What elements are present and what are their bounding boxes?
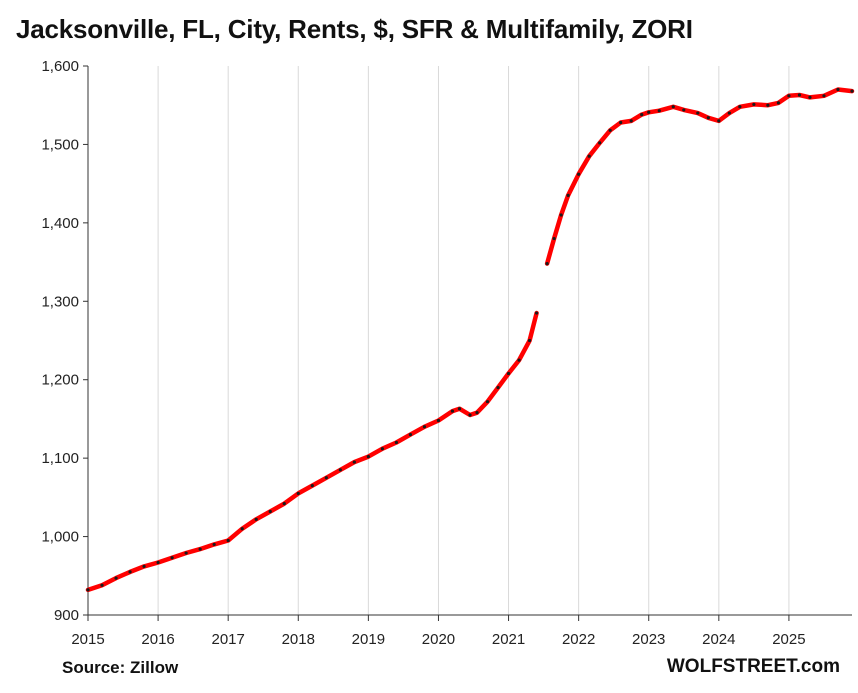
data-point	[640, 113, 644, 117]
data-point	[310, 483, 314, 488]
data-point	[545, 262, 549, 266]
y-tick-label: 900	[54, 607, 79, 624]
data-point	[198, 547, 202, 551]
axes	[87, 66, 852, 616]
data-point	[296, 491, 300, 496]
series-group	[85, 87, 855, 593]
data-point	[727, 111, 731, 115]
data-point	[808, 95, 812, 99]
data-point	[552, 236, 556, 241]
data-point	[787, 94, 791, 98]
brand-logo-text: WOLFSTREET.com	[666, 656, 840, 677]
gridlines	[157, 66, 790, 615]
data-point	[559, 213, 563, 217]
data-point	[506, 371, 511, 376]
data-point	[394, 440, 399, 445]
source-note: Source: Zillow	[62, 658, 179, 677]
x-tick-label: 2021	[492, 631, 525, 648]
data-point	[240, 527, 244, 531]
data-point	[566, 193, 570, 198]
series-line	[544, 87, 855, 266]
data-point	[485, 400, 490, 404]
data-point	[100, 583, 104, 587]
data-point	[517, 358, 521, 362]
chart-title: Jacksonville, FL, City, Rents, $, SFR & …	[16, 14, 693, 44]
y-tick-label: 1,400	[41, 215, 79, 232]
data-point	[338, 468, 342, 472]
y-tick-label: 1,000	[41, 529, 79, 546]
data-point	[282, 502, 286, 506]
data-point	[752, 102, 756, 107]
x-tick-label: 2020	[422, 631, 455, 648]
data-point	[776, 101, 781, 105]
x-tick-label: 2016	[141, 631, 174, 648]
data-point	[527, 338, 532, 343]
data-point	[184, 551, 188, 555]
x-tick-label: 2015	[71, 631, 104, 648]
data-point	[577, 172, 581, 176]
data-point	[706, 116, 710, 120]
data-point	[836, 87, 840, 92]
data-point	[647, 110, 651, 114]
data-point	[324, 476, 328, 480]
series-line	[85, 310, 539, 593]
data-point	[380, 447, 384, 451]
data-point	[352, 460, 356, 464]
data-point	[717, 119, 721, 123]
data-point	[128, 570, 132, 574]
data-point	[408, 433, 413, 437]
y-tick-label: 1,600	[41, 58, 79, 75]
data-point	[212, 542, 216, 547]
data-point	[450, 409, 455, 413]
data-point	[797, 93, 802, 97]
data-point	[598, 141, 602, 145]
x-tick-label: 2023	[632, 631, 665, 648]
data-point	[457, 407, 462, 411]
x-tick-label: 2019	[352, 631, 385, 648]
data-point	[422, 425, 427, 429]
x-axis-ticks: 2015 2016 2017 2018 2019 2020 2021 2022 2023 2024…	[71, 615, 806, 648]
data-point	[86, 588, 90, 592]
series-segment	[544, 87, 855, 266]
data-point	[254, 517, 258, 521]
data-point	[766, 103, 770, 107]
data-point	[738, 105, 742, 109]
data-point	[170, 556, 174, 560]
x-tick-label: 2018	[282, 631, 315, 648]
y-tick-label: 1,300	[41, 293, 79, 310]
data-point	[366, 454, 370, 459]
data-point	[587, 154, 591, 158]
x-tick-label: 2024	[702, 631, 735, 648]
x-tick-label: 2025	[772, 631, 805, 648]
data-point	[226, 538, 230, 543]
data-point	[682, 108, 686, 112]
data-point	[142, 564, 146, 568]
y-tick-label: 1,200	[41, 372, 79, 389]
data-point	[468, 413, 472, 417]
data-point	[696, 111, 700, 115]
y-axis-ticks: 900 1,000 1,100 1,200 1,300 1,400 1,500 1,600	[41, 58, 88, 624]
data-point	[475, 411, 479, 415]
data-point	[268, 509, 272, 514]
y-tick-label: 1,100	[41, 450, 79, 467]
data-point	[156, 560, 160, 565]
data-point	[608, 128, 612, 132]
data-point	[822, 94, 826, 98]
x-tick-label: 2017	[211, 631, 244, 648]
data-point	[619, 120, 623, 125]
data-point	[534, 311, 539, 315]
data-point	[114, 576, 118, 580]
data-point	[671, 105, 675, 109]
series-segment	[85, 310, 539, 593]
data-point	[850, 89, 854, 93]
data-point	[657, 109, 661, 113]
x-tick-label: 2022	[562, 631, 595, 648]
y-tick-label: 1,500	[41, 136, 79, 153]
data-point	[629, 119, 633, 123]
data-point	[496, 385, 500, 390]
data-point	[436, 418, 441, 423]
